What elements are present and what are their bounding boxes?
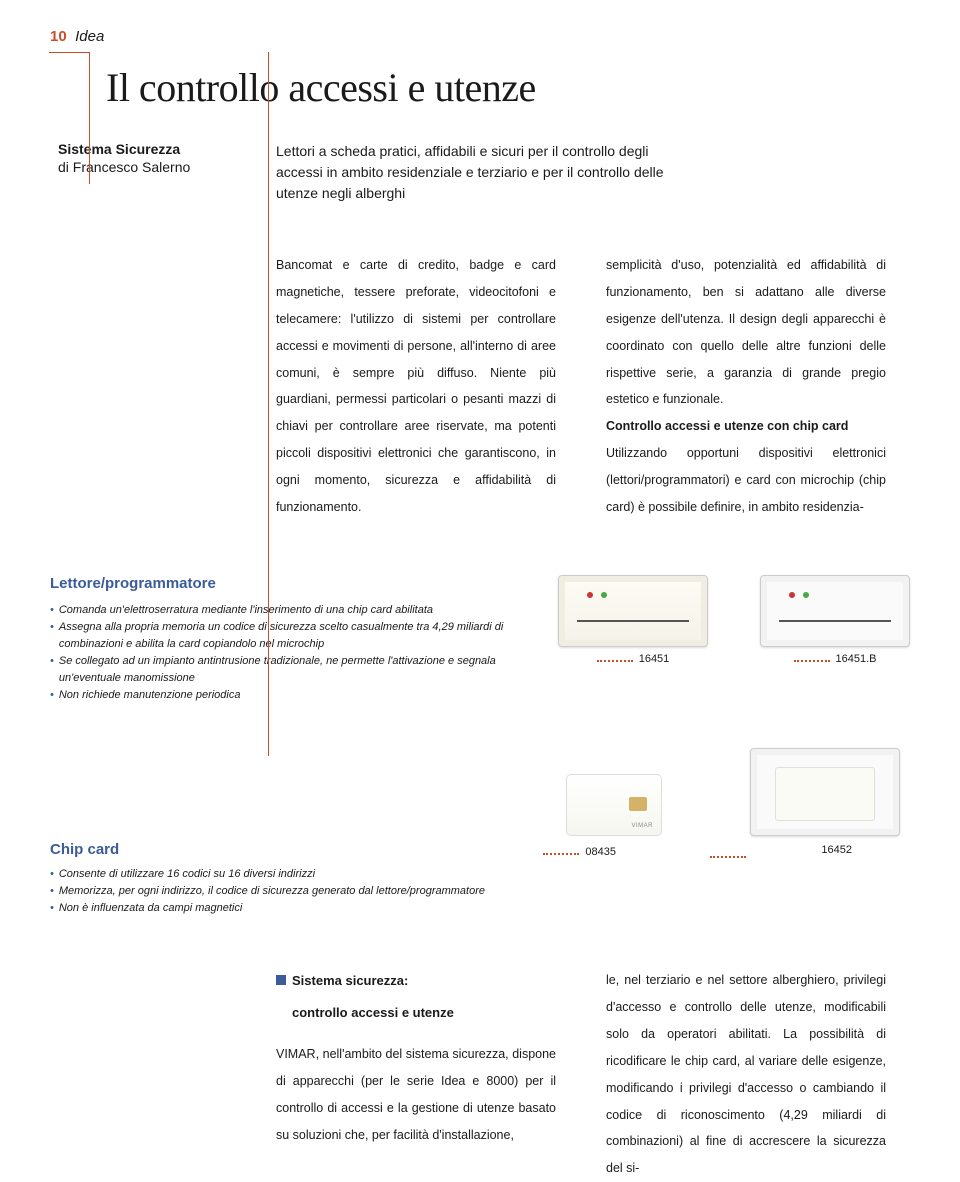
product1-bullet-1: Assegna alla propria memoria un codice d… [59, 619, 530, 653]
byline-block: Sistema Sicurezza di Francesco Salerno [50, 141, 268, 204]
product2-bullet-0: Consente di utilizzare 16 codici su 16 d… [59, 866, 315, 883]
series-name: Idea [75, 28, 104, 45]
bottom-subtitle-2: controllo accessi e utenze [292, 999, 556, 1027]
product1-bullet-2: Se collegato ad un impianto antintrusion… [59, 653, 530, 687]
dotted-connector [597, 656, 633, 662]
device-reader-white [760, 575, 910, 647]
dotted-connector [794, 656, 830, 662]
body-col2-p1: semplicità d'uso, potenzialità ed affida… [606, 258, 886, 406]
rule-vertical-1 [89, 52, 90, 184]
page-header: 10 Idea [50, 28, 910, 46]
product1-code1: 16451 [639, 653, 670, 665]
page-number: 10 [50, 28, 67, 45]
product1-title: Lettore/programmatore [50, 575, 530, 592]
lead-text: Lettori a scheda pratici, affidabili e s… [276, 141, 696, 204]
brand-label: VIMAR [631, 823, 653, 829]
article-title: Il controllo accessi e utenze [106, 64, 910, 111]
body-col-2: semplicità d'uso, potenzialità ed affida… [606, 252, 886, 521]
bottom-col-2: le, nel terziario e nel settore alberghi… [606, 967, 886, 1182]
bottom-col1-text: VIMAR, nell'ambito del sistema sicurezza… [276, 1047, 556, 1142]
square-bullet-icon [276, 975, 286, 985]
chip-card-image: VIMAR [566, 774, 662, 836]
device-pocket-white [750, 748, 900, 836]
bottom-subtitle-1: Sistema sicurezza: [292, 973, 408, 988]
product1-bullets: •Comanda un'elettroserratura mediante l'… [50, 602, 530, 704]
product1-bullet-0: Comanda un'elettroserratura mediante l'i… [59, 602, 433, 619]
body-col2-heading: Controllo accessi e utenze con chip card [606, 419, 848, 433]
body-col-1: Bancomat e carte di credito, badge e car… [276, 252, 556, 521]
product2-bullet-1: Memorizza, per ogni indirizzo, il codice… [59, 883, 485, 900]
product1-bullet-3: Non richiede manutenzione periodica [59, 687, 241, 704]
rule-vertical-2 [268, 52, 269, 756]
device-reader-beige [558, 575, 708, 647]
product2-code2: 16452 [821, 844, 852, 856]
product2-bullet-2: Non è influenzata da campi magnetici [59, 900, 242, 917]
product2-bullets: •Consente di utilizzare 16 codici su 16 … [50, 866, 910, 917]
product1-code2: 16451.B [836, 653, 877, 665]
bottom-col-1: Sistema sicurezza: controllo accessi e u… [276, 967, 556, 1182]
rule-horizontal [49, 52, 89, 53]
dotted-connector [710, 852, 746, 858]
body-col2-p2: Utilizzando opportuni dispositivi elettr… [606, 446, 886, 514]
